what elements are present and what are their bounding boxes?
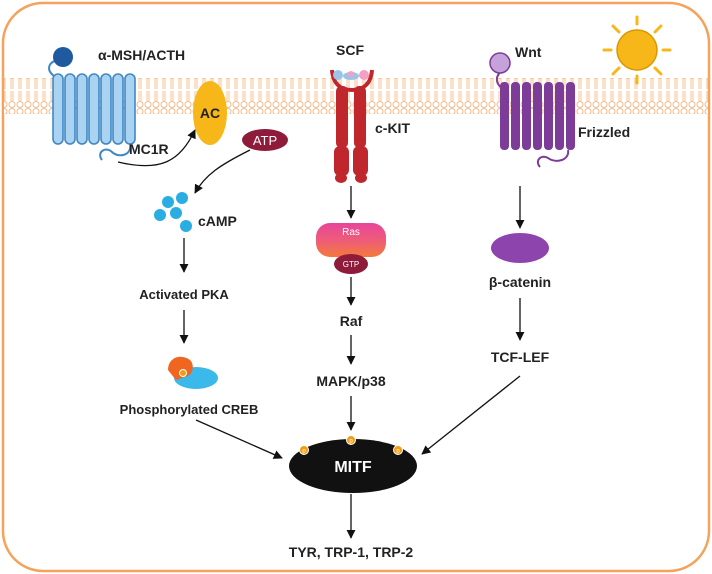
mapk-label: MAPK/p38 — [316, 373, 385, 389]
svg-text:p: p — [396, 449, 400, 455]
ras-protein — [316, 223, 386, 257]
creb-to-mitf-arrow — [195, 419, 283, 459]
gtp-molecule — [334, 254, 368, 274]
atp-label: ATP — [253, 133, 277, 148]
creb-protein-icon — [168, 356, 218, 389]
output-genes-label: TYR, TRP-1, TRP-2 — [289, 544, 414, 560]
mc1r-to-ac-arrow — [117, 129, 196, 167]
mc1r-label: MC1R — [129, 141, 169, 157]
mitf-transcription-factor — [289, 439, 417, 493]
ras-label: Ras — [342, 227, 360, 238]
wnt-label: Wnt — [515, 44, 542, 60]
ckit-label: c-KIT — [375, 120, 410, 136]
creb-label: Phosphorylated CREB — [120, 402, 259, 417]
raf-label: Raf — [340, 313, 363, 329]
svg-text:p: p — [302, 449, 306, 455]
phospho-site-right: p — [393, 445, 403, 455]
mc1r-receptor — [48, 59, 136, 161]
gtp-label: GTP — [343, 260, 359, 269]
pka-label: Activated PKA — [139, 287, 229, 302]
tcf-to-mitf-arrow — [421, 375, 521, 455]
phospho-site-top: p — [346, 435, 356, 445]
frizzled-receptor — [495, 69, 575, 168]
mitf-label: MITF — [334, 459, 372, 476]
bcatenin-protein — [491, 233, 549, 263]
camp-molecules — [154, 192, 192, 232]
adenylyl-cyclase — [193, 81, 227, 145]
atp-to-camp-arrow — [194, 149, 251, 194]
msh-label: α-MSH/ACTH — [98, 47, 185, 63]
sun-icon — [602, 15, 672, 85]
bcatenin-label: β-catenin — [489, 274, 551, 290]
msh-ligand — [53, 47, 73, 67]
atp-molecule — [242, 129, 288, 151]
svg-text:p: p — [349, 439, 353, 445]
frizzled-label: Frizzled — [578, 124, 630, 140]
wnt-ligand — [489, 52, 511, 74]
camp-label: cAMP — [198, 213, 237, 229]
tcf-label: TCF-LEF — [491, 349, 550, 365]
ac-label: AC — [200, 105, 220, 121]
ckit-receptor — [330, 69, 374, 183]
scf-label: SCF — [336, 42, 364, 58]
phospho-site-left: p — [299, 445, 309, 455]
